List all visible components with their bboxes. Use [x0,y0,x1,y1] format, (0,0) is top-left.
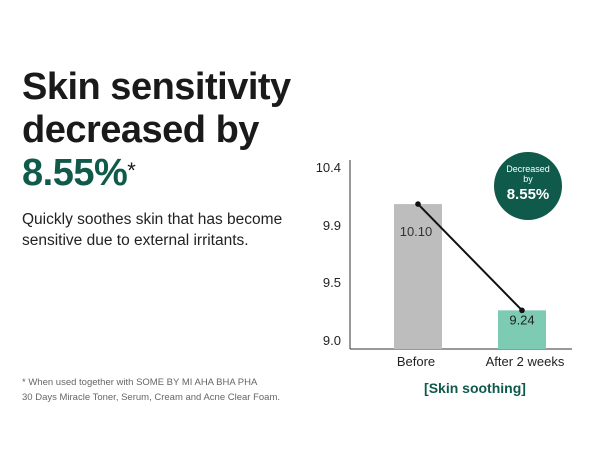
chart-title: [Skin soothing] [424,380,526,396]
data-label-after: 9.24 [509,312,534,327]
trend-line [417,203,523,312]
footnote-line-2: 30 Days Miracle Toner, Serum, Cream and … [22,391,281,403]
badge-line-1: Decreased [506,164,550,174]
footnote-line-1: * When used together with SOME BY MI AHA… [22,377,258,388]
headline-asterisk: * [127,158,136,183]
headline-percent: 8.55% [22,152,128,194]
decrease-badge [494,152,562,220]
trend-point-before [415,201,421,207]
x-tick-label-after: After 2 weeks [486,354,565,369]
badge-value: 8.55% [507,186,550,203]
headline-line-1: Skin sensitivity [22,66,291,108]
bar-before [394,204,442,349]
bar-after [498,310,546,349]
y-tick-label: 9.5 [323,275,341,290]
y-tick-label: 9.0 [323,333,341,348]
badge-line-2: by [523,174,533,184]
y-tick-label: 9.9 [323,218,341,233]
trend-point-after [519,307,525,314]
data-label-before: 10.10 [400,224,433,239]
footnote: * When used together with SOME BY MI AHA… [22,376,342,405]
y-tick-label: 10.4 [316,160,341,175]
headline-line-2: decreased by [22,109,259,151]
x-tick-label-before: Before [397,354,435,369]
headline: Skin sensitivity decreased by 8.55%* [22,66,322,195]
description-text: Quickly soothes skin that has become sen… [22,211,283,249]
headline-line-3: 8.55%* [22,152,322,195]
